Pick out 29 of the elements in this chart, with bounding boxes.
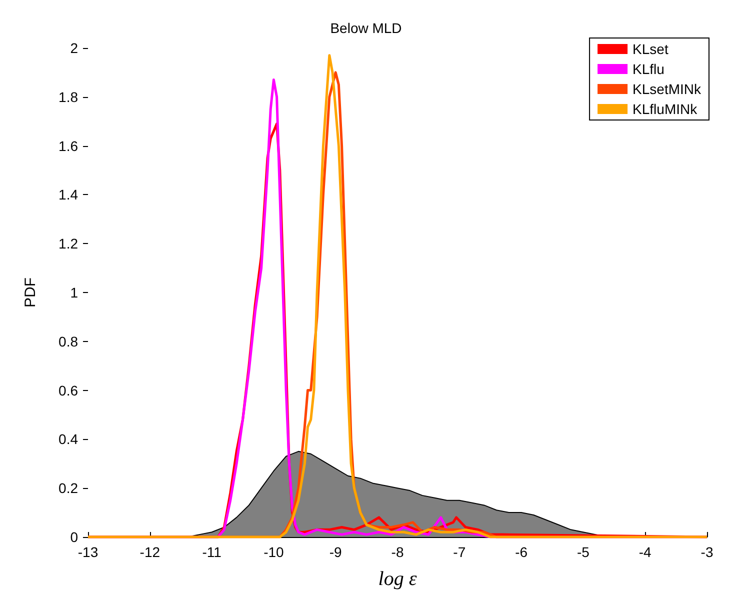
y-tick-label: 1	[70, 284, 78, 300]
y-tick-label: 1.6	[58, 138, 78, 154]
legend-label: KLsetMINk	[632, 81, 702, 97]
y-tick-label: 0.8	[58, 333, 78, 350]
legend-label: KLfluMINk	[632, 101, 698, 117]
x-tick-label: -10	[264, 544, 284, 560]
legend-label: KLflu	[632, 61, 664, 77]
x-tick-label: -7	[453, 544, 466, 560]
y-tick-label: 1.4	[58, 186, 78, 203]
legend-label: KLset	[632, 41, 668, 57]
x-tick-label: -11	[202, 544, 222, 560]
x-tick-label: -4	[638, 544, 652, 560]
x-tick-label: -9	[329, 544, 342, 560]
x-axis-title: log ε	[378, 568, 417, 590]
y-axis-title: PDF	[22, 278, 39, 308]
x-tick-label: -8	[391, 544, 404, 560]
chart-title: Below MLD	[330, 20, 402, 36]
y-tick-label: 0.6	[58, 382, 78, 398]
x-tick-label: -5	[576, 544, 590, 560]
x-tick-label: -13	[78, 544, 98, 560]
y-tick-label: 2	[70, 40, 78, 56]
x-tick-label: -12	[140, 544, 160, 560]
y-tick-label: 1.8	[58, 88, 78, 105]
x-tick-label: -3	[700, 544, 714, 560]
y-tick-label: 0.2	[58, 480, 78, 496]
x-tick-label: -6	[515, 544, 528, 560]
y-tick-label: 0.4	[58, 431, 78, 448]
y-tick-label: 0	[70, 529, 78, 545]
y-tick-label: 1.2	[58, 236, 78, 252]
